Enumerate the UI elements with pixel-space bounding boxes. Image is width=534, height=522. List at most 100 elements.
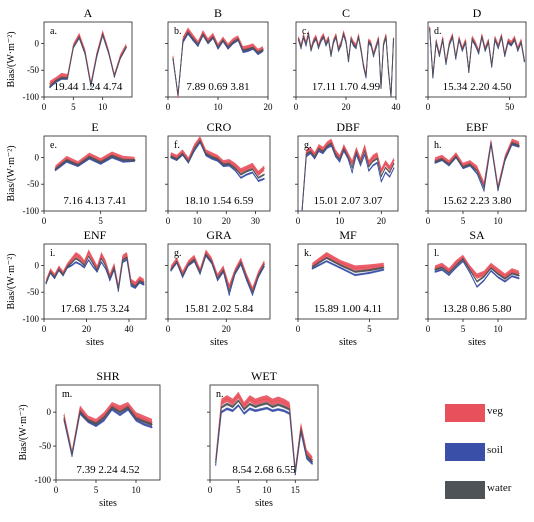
- data-point-water: [332, 41, 335, 43]
- data-point-soil: [207, 42, 209, 45]
- legend-swatch-veg: [445, 404, 485, 422]
- data-point-soil: [88, 259, 90, 261]
- data-point-water: [109, 277, 111, 279]
- data-point-water: [199, 271, 201, 273]
- data-point-soil: [71, 264, 73, 267]
- data-point-water: [355, 151, 357, 153]
- panel-letter: k.: [304, 248, 312, 259]
- data-point-soil: [441, 269, 443, 271]
- data-point-veg: [252, 45, 254, 47]
- panel-frame: [297, 135, 399, 212]
- data-point-water: [497, 46, 499, 48]
- data-point-veg: [88, 154, 90, 156]
- data-point-veg: [135, 414, 137, 417]
- data-point-soil: [359, 164, 362, 167]
- data-point-soil: [294, 473, 296, 476]
- panel-letter: d.: [434, 26, 442, 37]
- data-point-water: [111, 406, 113, 408]
- data-point-veg: [266, 397, 268, 400]
- data-point-water: [266, 402, 268, 404]
- data-point-veg: [63, 414, 65, 417]
- data-point-veg: [263, 262, 265, 264]
- panel-annotation: 8.54 2.68 6.55: [232, 464, 296, 476]
- data-point-water: [187, 263, 189, 265]
- series-line-soil: [55, 156, 135, 171]
- data-point-soil: [105, 268, 107, 270]
- y-tick-label: 0: [35, 260, 40, 270]
- panel-b: Bb. 7.89 0.69 3.81 0 10 20: [165, 6, 273, 112]
- panel-letter: f.: [174, 140, 180, 151]
- data-point-water: [127, 406, 129, 408]
- data-point-veg: [351, 162, 353, 164]
- data-point-veg: [105, 262, 107, 264]
- data-point-soil: [111, 156, 113, 159]
- data-point-veg: [75, 254, 77, 256]
- data-point-water: [322, 150, 324, 153]
- data-point-water: [469, 163, 471, 165]
- x-tick-label: 0: [42, 216, 47, 226]
- data-point-soil: [216, 279, 219, 282]
- data-point-soil: [283, 410, 285, 412]
- data-point-veg: [205, 251, 207, 253]
- data-point-veg: [111, 404, 113, 406]
- series-line-water: [312, 257, 384, 273]
- data-point-water: [301, 208, 303, 210]
- data-point-water: [105, 265, 107, 267]
- data-point-veg: [199, 138, 201, 140]
- data-point-water: [246, 170, 248, 172]
- data-point-water: [517, 49, 519, 51]
- x-axis-title: sites: [339, 337, 357, 348]
- data-point-water: [305, 153, 307, 155]
- panel-letter: b.: [174, 26, 182, 37]
- panel-frame: [167, 135, 271, 212]
- panel-c: Cc. 17.11 1.70 4.99 0 20 40: [293, 6, 401, 112]
- data-point-water: [113, 266, 115, 269]
- data-point-soil: [260, 408, 262, 411]
- data-point-veg: [143, 280, 145, 283]
- data-point-water: [462, 258, 464, 260]
- data-point-soil: [247, 50, 249, 52]
- data-point-water: [518, 145, 520, 147]
- data-point-water: [288, 408, 291, 411]
- series-line-veg: [55, 153, 135, 169]
- data-point-soil: [119, 414, 121, 416]
- x-tick-label: 0: [426, 102, 431, 112]
- x-tick-label: 10: [494, 324, 504, 334]
- data-point-veg: [122, 157, 124, 160]
- data-point-water: [474, 43, 476, 46]
- data-point-soil: [71, 455, 73, 457]
- data-point-veg: [119, 408, 121, 410]
- data-point-veg: [254, 401, 257, 403]
- legend-label-soil: soil: [487, 444, 503, 456]
- panel-wet: WET n. 8.54 2.68 6.55 0 5 10 15 sites: [207, 369, 319, 509]
- data-point-water: [251, 168, 254, 170]
- data-point-veg: [111, 153, 113, 155]
- series-line-soil: [429, 29, 525, 78]
- data-point-water: [481, 35, 483, 38]
- data-point-soil: [92, 265, 94, 268]
- data-point-veg: [240, 259, 242, 261]
- series-line-water: [49, 32, 127, 87]
- y-axis-title: Bias/(W·m⁻²): [18, 404, 29, 460]
- data-point-veg: [176, 259, 178, 261]
- data-point-water: [504, 158, 506, 160]
- data-point-soil: [504, 280, 506, 283]
- legend-item-soil: soil: [445, 443, 530, 465]
- data-point-veg: [263, 167, 265, 169]
- data-point-water: [359, 162, 362, 164]
- x-tick-label: 0: [426, 216, 431, 226]
- data-point-veg: [78, 34, 80, 36]
- data-point-water: [119, 411, 121, 413]
- data-point-water: [511, 142, 513, 144]
- data-point-soil: [351, 171, 353, 174]
- data-point-veg: [100, 160, 102, 162]
- data-point-water: [251, 291, 254, 293]
- data-point-soil: [122, 161, 124, 163]
- data-point-veg: [249, 397, 251, 400]
- data-point-veg: [309, 148, 312, 150]
- data-point-water: [62, 273, 64, 276]
- panel-frame: [297, 243, 399, 320]
- panel-e: Ee. 7.16 4.13 7.41 0 5 -100 -50 0 Bias/(W·m⁻²): [6, 120, 147, 226]
- data-point-veg: [305, 151, 307, 153]
